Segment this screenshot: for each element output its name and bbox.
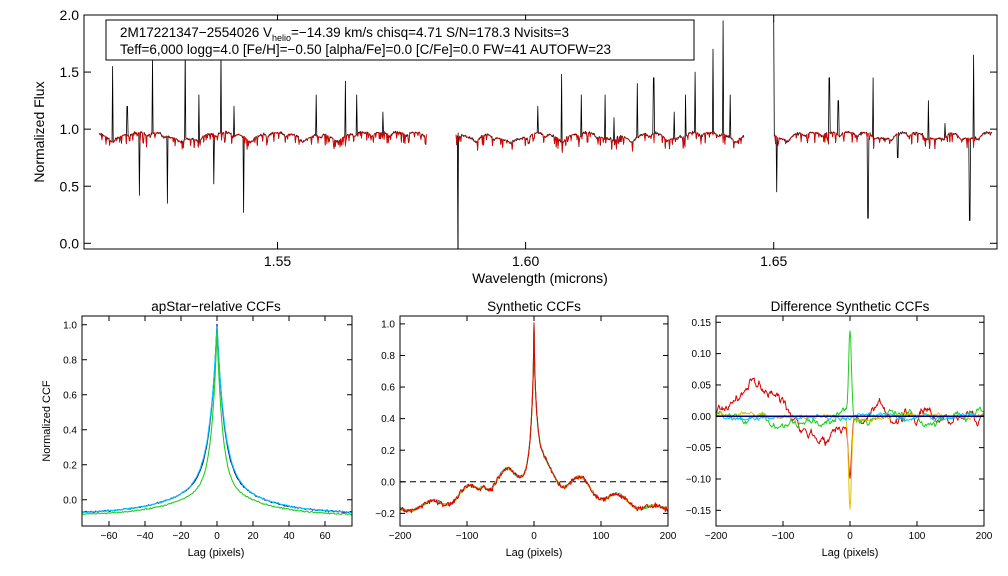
difference-ccf-plot-area	[716, 330, 984, 510]
y-tick-label: −0.2	[375, 509, 395, 520]
x-tick-label: −200	[705, 531, 728, 542]
y-tick-label: 2.0	[60, 7, 80, 23]
spectrum-model-line	[98, 132, 427, 150]
difference-ccf-axes: −200 −100 0 100 200 −0.15 −0.10 −0.05 0.00 0.05 0.…	[686, 316, 993, 542]
ccf-series-model	[400, 322, 668, 514]
x-tick-label: 1.55	[264, 253, 291, 269]
apstar-ccf-xlabel: Lag (pixels)	[188, 547, 245, 559]
spectrum-model-line	[455, 132, 745, 152]
x-tick-label: 0	[531, 531, 537, 542]
x-tick-label: −40	[137, 531, 154, 542]
y-tick-label: −0.10	[686, 475, 712, 486]
x-tick-label: 20	[247, 531, 259, 542]
spectrum-axes: 1.55 1.60 1.65 0.0 0.5 1.0 1.5 2.0	[60, 7, 997, 269]
synthetic-ccf-plot-area	[400, 322, 668, 514]
x-tick-label: 200	[660, 531, 677, 542]
diff-series-yellow	[716, 410, 984, 510]
y-tick-label: 0.10	[692, 349, 712, 360]
y-tick-label: 0.05	[692, 381, 712, 392]
y-tick-label: 0.0	[60, 235, 80, 251]
x-tick-label: −60	[101, 531, 118, 542]
spectrum-frame	[83, 14, 998, 250]
y-tick-label: 1.0	[60, 121, 80, 137]
spectrum-model-line	[773, 132, 993, 149]
y-tick-label: 0.5	[60, 178, 80, 194]
y-tick-label: 0.6	[63, 390, 77, 401]
y-tick-label: 1.0	[63, 320, 77, 331]
info-line-1: 2M17221347−2554026 Vhelio=−14.39 km/s ch…	[120, 25, 569, 43]
ccf-series-cyan	[82, 326, 352, 514]
y-tick-label: 0.0	[63, 495, 77, 506]
difference-ccf-xlabel: Lag (pixels)	[822, 547, 879, 559]
synthetic-ccf-panel: Synthetic CCFs −200 −100 0 100 200 −0.2 0.0 0.2…	[375, 299, 677, 559]
y-tick-label: 0.2	[381, 446, 395, 457]
synthetic-ccf-title: Synthetic CCFs	[487, 299, 581, 314]
y-tick-label: 0.15	[692, 318, 712, 329]
difference-ccf-frame	[715, 315, 985, 527]
y-tick-label: 0.2	[63, 460, 77, 471]
y-tick-label: 0.8	[381, 351, 395, 362]
x-tick-label: −100	[772, 531, 795, 542]
x-tick-label: 0	[214, 531, 220, 542]
x-tick-label: 200	[976, 531, 993, 542]
x-tick-label: 1.60	[512, 253, 539, 269]
x-tick-label: 60	[319, 531, 331, 542]
apstar-ccf-title: apStar−relative CCFs	[151, 299, 281, 314]
x-tick-label: −20	[173, 531, 190, 542]
spectrum-ylabel: Normalized Flux	[31, 81, 47, 182]
y-tick-label: 0.00	[692, 412, 712, 423]
y-tick-label: 0.6	[381, 383, 395, 394]
difference-ccf-panel: Difference Synthetic CCFs −200 −100 0 100 20…	[686, 299, 993, 559]
y-tick-label: 0.8	[63, 355, 77, 366]
y-tick-label: 0.0	[381, 477, 395, 488]
apstar-ccf-frame	[81, 315, 353, 527]
diff-series-green	[716, 330, 984, 430]
x-tick-label: 100	[909, 531, 926, 542]
y-tick-label: 1.0	[381, 319, 395, 330]
spectrum-observed-line	[773, 20, 993, 221]
x-tick-label: 100	[593, 531, 610, 542]
x-tick-label: −100	[456, 531, 479, 542]
x-tick-label: 0	[847, 531, 853, 542]
spectrum-plot-area	[98, 20, 993, 249]
apstar-ccf-ylabel: Normalized CCF	[41, 380, 53, 462]
info-line-2: Teff=6,000 logg=4.0 [Fe/H]=−0.50 [alpha/…	[120, 42, 611, 57]
diff-series-model	[716, 377, 984, 479]
y-tick-label: −0.05	[686, 443, 712, 454]
ccf-series-green	[82, 331, 352, 516]
synthetic-ccf-xlabel: Lag (pixels)	[506, 547, 563, 559]
x-tick-label: 1.65	[760, 253, 787, 269]
apstar-ccf-plot-area	[82, 323, 352, 516]
apstar-ccf-panel: apStar−relative CCFs −60 −40 −20 0 20 40 60 0.0…	[41, 299, 353, 559]
spectrum-observed-line	[98, 48, 427, 213]
spectrum-xlabel: Wavelength (microns)	[472, 270, 608, 286]
difference-ccf-title: Difference Synthetic CCFs	[771, 299, 930, 314]
y-tick-label: 1.5	[60, 64, 80, 80]
ccf-series-blue	[82, 323, 352, 514]
y-tick-label: 0.4	[381, 414, 395, 425]
x-tick-label: −200	[389, 531, 412, 542]
y-tick-label: −0.15	[686, 506, 712, 517]
x-tick-label: 40	[283, 531, 295, 542]
y-tick-label: 0.4	[63, 425, 77, 436]
synthetic-ccf-axes: −200 −100 0 100 200 −0.2 0.0 0.2 0.4 0.6 0.8 1.0	[375, 316, 677, 542]
apstar-ccf-axes: −60 −40 −20 0 20 40 60 0.0 0.2 0.4 0.6 0.8 1.0	[63, 316, 352, 542]
spectrum-panel: 1.55 1.60 1.65 0.0 0.5 1.0 1.5 2.0 2M17221347−2…	[31, 7, 998, 286]
info-box	[105, 19, 695, 61]
